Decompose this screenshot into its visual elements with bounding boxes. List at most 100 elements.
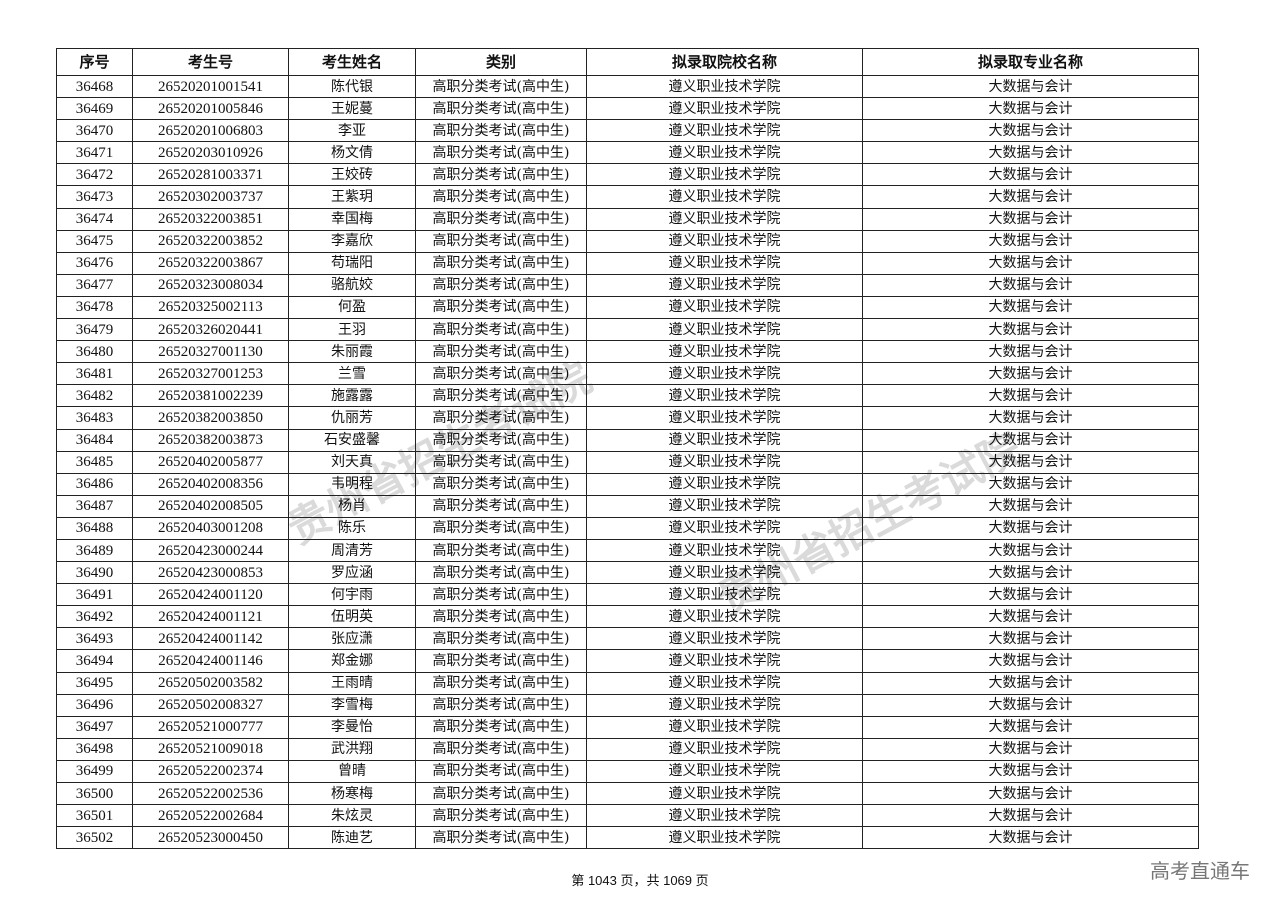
cell-school: 遵义职业技术学院 [586, 97, 863, 121]
table-row: 36487 26520402008505 杨肖 高职分类考试(高中生) 遵义职业技术学院… [56, 494, 1199, 518]
cell-category: 高职分类考试(高中生) [415, 671, 587, 695]
table-row: 36478 26520325002113 何盈 高职分类考试(高中生) 遵义职业技术学院… [56, 295, 1199, 320]
cell-seq: 36470 [56, 119, 133, 143]
cell-exam-id: 26520403001208 [132, 516, 289, 540]
cell-seq: 36478 [56, 295, 133, 320]
cell-school: 遵义职业技术学院 [586, 428, 863, 452]
cell-category: 高职分类考试(高中生) [415, 737, 587, 761]
cell-seq: 36485 [56, 450, 133, 474]
cell-exam-id: 26520302003737 [132, 185, 289, 209]
cell-seq: 36482 [56, 384, 133, 408]
cell-exam-id: 26520201005846 [132, 97, 289, 121]
cell-name: 周清芳 [288, 538, 416, 563]
cell-name: 伍明英 [288, 605, 416, 629]
cell-exam-id: 26520402008505 [132, 494, 289, 518]
cell-seq: 36493 [56, 627, 133, 651]
table-row: 36479 26520326020441 王羽 高职分类考试(高中生) 遵义职业技术学院… [56, 318, 1199, 342]
cell-exam-id: 26520522002374 [132, 759, 289, 784]
page-number: 第 1043 页，共 1069 页 [571, 873, 709, 888]
cell-major: 大数据与会计 [862, 207, 1199, 231]
cell-category: 高职分类考试(高中生) [415, 229, 587, 253]
cell-category: 高职分类考试(高中生) [415, 273, 587, 297]
cell-major: 大数据与会计 [862, 384, 1199, 408]
cell-major: 大数据与会计 [862, 627, 1199, 651]
cell-name: 何宇雨 [288, 583, 416, 607]
cell-name: 仇丽芳 [288, 406, 416, 430]
cell-major: 大数据与会计 [862, 583, 1199, 607]
cell-name: 韦明程 [288, 472, 416, 496]
cell-major: 大数据与会计 [862, 737, 1199, 761]
cell-school: 遵义职业技术学院 [586, 229, 863, 253]
cell-school: 遵义职业技术学院 [586, 693, 863, 717]
cell-seq: 36480 [56, 340, 133, 364]
cell-name: 罗应涵 [288, 561, 416, 585]
cell-school: 遵义职业技术学院 [586, 450, 863, 474]
cell-name: 郑金娜 [288, 649, 416, 673]
cell-category: 高职分类考试(高中生) [415, 74, 587, 99]
table-row: 36501 26520522002684 朱炫灵 高职分类考试(高中生) 遵义职业技术学… [56, 804, 1199, 828]
cell-exam-id: 26520382003850 [132, 406, 289, 430]
cell-name: 石安盛馨 [288, 428, 416, 452]
column-header-category: 类别 [415, 48, 587, 76]
cell-seq: 36476 [56, 251, 133, 275]
cell-name: 曾晴 [288, 759, 416, 784]
cell-exam-id: 26520325002113 [132, 295, 289, 320]
cell-major: 大数据与会计 [862, 97, 1199, 121]
cell-exam-id: 26520502003582 [132, 671, 289, 695]
cell-name: 武洪翔 [288, 737, 416, 761]
table-row: 36499 26520522002374 曾晴 高职分类考试(高中生) 遵义职业技术学院… [56, 759, 1199, 784]
cell-school: 遵义职业技术学院 [586, 627, 863, 651]
cell-seq: 36484 [56, 428, 133, 452]
cell-seq: 36498 [56, 737, 133, 761]
cell-school: 遵义职业技术学院 [586, 737, 863, 761]
cell-seq: 36501 [56, 804, 133, 828]
column-header-major: 拟录取专业名称 [862, 48, 1199, 76]
cell-major: 大数据与会计 [862, 295, 1199, 320]
cell-name: 朱丽霞 [288, 340, 416, 364]
cell-school: 遵义职业技术学院 [586, 671, 863, 695]
cell-seq: 36479 [56, 318, 133, 342]
brand-logo: 高考直通车 [1150, 859, 1250, 883]
cell-seq: 36490 [56, 561, 133, 585]
cell-major: 大数据与会计 [862, 273, 1199, 297]
cell-major: 大数据与会计 [862, 781, 1199, 806]
table-row: 36490 26520423000853 罗应涵 高职分类考试(高中生) 遵义职业技术学… [56, 561, 1199, 585]
cell-exam-id: 26520402005877 [132, 450, 289, 474]
cell-school: 遵义职业技术学院 [586, 561, 863, 585]
cell-exam-id: 26520382003873 [132, 428, 289, 452]
cell-exam-id: 26520201006803 [132, 119, 289, 143]
cell-seq: 36473 [56, 185, 133, 209]
cell-exam-id: 26520521009018 [132, 737, 289, 761]
cell-major: 大数据与会计 [862, 163, 1199, 187]
cell-category: 高职分类考试(高中生) [415, 715, 587, 739]
cell-exam-id: 26520423000244 [132, 538, 289, 563]
table-row: 36473 26520302003737 王紫玥 高职分类考试(高中生) 遵义职业技术学… [56, 185, 1199, 209]
cell-major: 大数据与会计 [862, 516, 1199, 540]
cell-category: 高职分类考试(高中生) [415, 759, 587, 784]
column-header-school: 拟录取院校名称 [586, 48, 863, 76]
cell-seq: 36499 [56, 759, 133, 784]
cell-school: 遵义职业技术学院 [586, 605, 863, 629]
cell-school: 遵义职业技术学院 [586, 273, 863, 297]
cell-seq: 36489 [56, 538, 133, 563]
cell-major: 大数据与会计 [862, 759, 1199, 784]
table-row: 36493 26520424001142 张应潇 高职分类考试(高中生) 遵义职业技术学… [56, 627, 1199, 651]
cell-major: 大数据与会计 [862, 450, 1199, 474]
cell-category: 高职分类考试(高中生) [415, 472, 587, 496]
cell-category: 高职分类考试(高中生) [415, 362, 587, 386]
cell-seq: 36477 [56, 273, 133, 297]
table-row: 36481 26520327001253 兰雪 高职分类考试(高中生) 遵义职业技术学院… [56, 362, 1199, 386]
table-row: 36471 26520203010926 杨文倩 高职分类考试(高中生) 遵义职业技术学… [56, 141, 1199, 165]
cell-exam-id: 26520381002239 [132, 384, 289, 408]
cell-seq: 36488 [56, 516, 133, 540]
cell-major: 大数据与会计 [862, 185, 1199, 209]
cell-category: 高职分类考试(高中生) [415, 428, 587, 452]
admission-table: 序号 考生号 考生姓名 类别 拟录取院校名称 拟录取专业名称 36468 265202010… [56, 48, 1199, 850]
cell-exam-id: 26520423000853 [132, 561, 289, 585]
cell-school: 遵义职业技术学院 [586, 781, 863, 806]
table-row: 36498 26520521009018 武洪翔 高职分类考试(高中生) 遵义职业技术学… [56, 737, 1199, 761]
cell-category: 高职分类考试(高中生) [415, 605, 587, 629]
table-row: 36488 26520403001208 陈乐 高职分类考试(高中生) 遵义职业技术学院… [56, 516, 1199, 540]
cell-name: 苟瑞阳 [288, 251, 416, 275]
cell-exam-id: 26520402008356 [132, 472, 289, 496]
